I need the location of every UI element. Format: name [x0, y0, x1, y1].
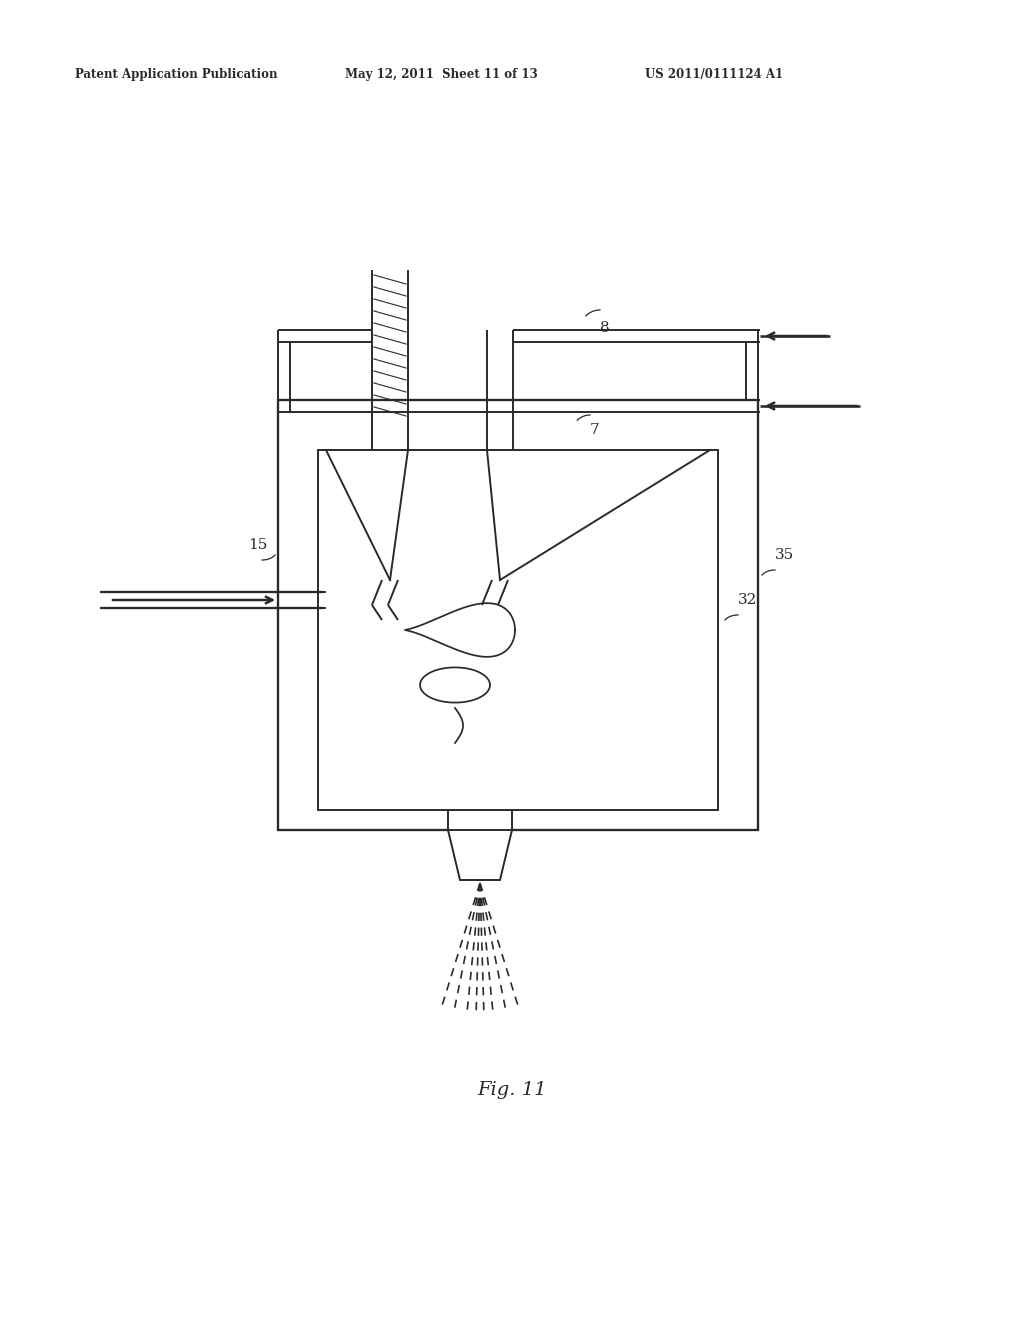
Text: Patent Application Publication: Patent Application Publication — [75, 69, 278, 81]
Text: Fig. 11: Fig. 11 — [477, 1081, 547, 1100]
Text: 8: 8 — [600, 321, 609, 335]
Polygon shape — [449, 830, 512, 880]
Polygon shape — [449, 828, 511, 832]
Text: 15: 15 — [248, 539, 267, 552]
Text: 7: 7 — [590, 422, 600, 437]
Text: 35: 35 — [775, 548, 795, 562]
Text: 32: 32 — [738, 593, 758, 607]
Bar — [278, 400, 758, 830]
Text: May 12, 2011  Sheet 11 of 13: May 12, 2011 Sheet 11 of 13 — [345, 69, 538, 81]
Bar — [318, 450, 718, 810]
Text: US 2011/0111124 A1: US 2011/0111124 A1 — [645, 69, 783, 81]
